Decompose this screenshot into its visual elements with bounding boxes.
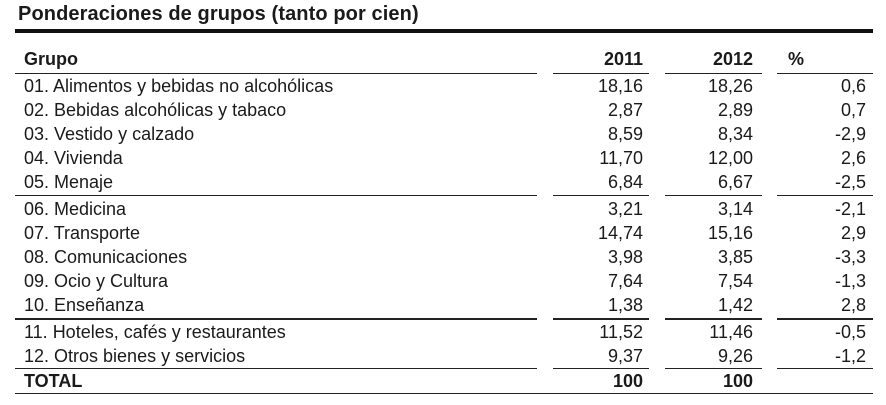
table-row: 11. Hoteles, cafés y restaurantes 11,52 …	[0, 320, 886, 344]
table-row: 04. Vivienda 11,70 12,00 2,6	[0, 146, 886, 170]
title-underline	[15, 29, 873, 33]
value-2012: 7,54	[717, 271, 753, 291]
value-pct: 0,6	[840, 76, 866, 96]
value-2012: 18,26	[707, 76, 753, 96]
value-2011: 11,70	[599, 148, 643, 168]
value-2011: 9,37	[607, 346, 643, 366]
value-2011: 14,74	[597, 223, 643, 243]
header-2012: 2012	[712, 49, 753, 69]
total-label: TOTAL	[24, 371, 83, 391]
table-row: 03. Vestido y calzado 8,59 8,34 -2,9	[0, 122, 886, 146]
value-2012: 1,42	[717, 295, 753, 315]
value-pct: 0,7	[840, 100, 866, 120]
group-label: 03. Vestido y calzado	[24, 124, 195, 144]
table-title: Ponderaciones de grupos (tanto por cien)	[18, 3, 419, 25]
table-row: 08. Comunicaciones 3,98 3,85 -3,3	[0, 245, 886, 269]
value-pct: -2,5	[834, 172, 866, 192]
group-label: 09. Ocio y Cultura	[24, 271, 169, 291]
value-pct: -2,9	[834, 124, 866, 144]
total-row: TOTAL 100 100	[0, 369, 886, 393]
group-label: 01. Alimentos y bebidas no alcohólicas	[24, 76, 334, 96]
value-pct: 2,9	[840, 223, 866, 243]
value-2011: 1,38	[607, 295, 643, 315]
value-2012: 12,00	[707, 148, 753, 168]
value-pct: -1,3	[834, 271, 866, 291]
table-row: 07. Transporte 14,74 15,16 2,9	[0, 221, 886, 245]
table-bottom-rule	[15, 393, 873, 394]
value-2012: 8,34	[717, 124, 753, 144]
table-row: 05. Menaje 6,84 6,67 -2,5	[0, 170, 886, 194]
value-2011: 3,98	[607, 247, 643, 267]
value-pct: 2,6	[840, 148, 866, 168]
table-row: 06. Medicina 3,21 3,14 -2,1	[0, 197, 886, 221]
total-2012: 100	[722, 371, 753, 391]
table-row: 10. Enseñanza 1,38 1,42 2,8	[0, 293, 886, 317]
value-2011: 18,16	[597, 76, 643, 96]
header-pct: %	[788, 49, 805, 69]
table-row: 09. Ocio y Cultura 7,64 7,54 -1,3	[0, 269, 886, 293]
table-row: 12. Otros bienes y servicios 9,37 9,26 -…	[0, 344, 886, 368]
value-pct: 2,8	[840, 295, 866, 315]
group-label: 04. Vivienda	[24, 148, 123, 168]
value-2011: 11,52	[599, 322, 643, 342]
value-2011: 3,21	[607, 199, 643, 219]
group-label: 07. Transporte	[24, 223, 141, 243]
value-2011: 7,64	[607, 271, 643, 291]
value-2012: 15,16	[707, 223, 753, 243]
value-2012: 6,67	[717, 172, 753, 192]
value-pct: -0,5	[834, 322, 866, 342]
value-pct: -3,3	[834, 247, 866, 267]
total-2011: 100	[612, 371, 643, 391]
group-label: 08. Comunicaciones	[24, 247, 188, 267]
value-2012: 11,46	[709, 322, 753, 342]
header-group: Grupo	[24, 49, 78, 69]
table-row: 02. Bebidas alcohólicas y tabaco 2,87 2,…	[0, 98, 886, 122]
value-pct: -2,1	[834, 199, 866, 219]
group-label: 06. Medicina	[24, 199, 127, 219]
group-label: 10. Enseñanza	[24, 295, 145, 315]
value-2012: 3,85	[717, 247, 753, 267]
value-2012: 9,26	[717, 346, 753, 366]
group-label: 12. Otros bienes y servicios	[24, 346, 246, 366]
table-header-row: Grupo 2011 2012 %	[0, 47, 886, 71]
value-2011: 2,87	[607, 100, 643, 120]
group-label: 11. Hoteles, cafés y restaurantes	[24, 322, 286, 342]
header-2011: 2011	[603, 49, 643, 69]
value-pct: -1,2	[834, 346, 866, 366]
value-2012: 3,14	[717, 199, 753, 219]
group-label: 02. Bebidas alcohólicas y tabaco	[24, 100, 287, 120]
value-2012: 2,89	[717, 100, 753, 120]
group-label: 05. Menaje	[24, 172, 114, 192]
table-row: 01. Alimentos y bebidas no alcohólicas 1…	[0, 74, 886, 98]
value-2011: 8,59	[607, 124, 643, 144]
value-2011: 6,84	[607, 172, 643, 192]
